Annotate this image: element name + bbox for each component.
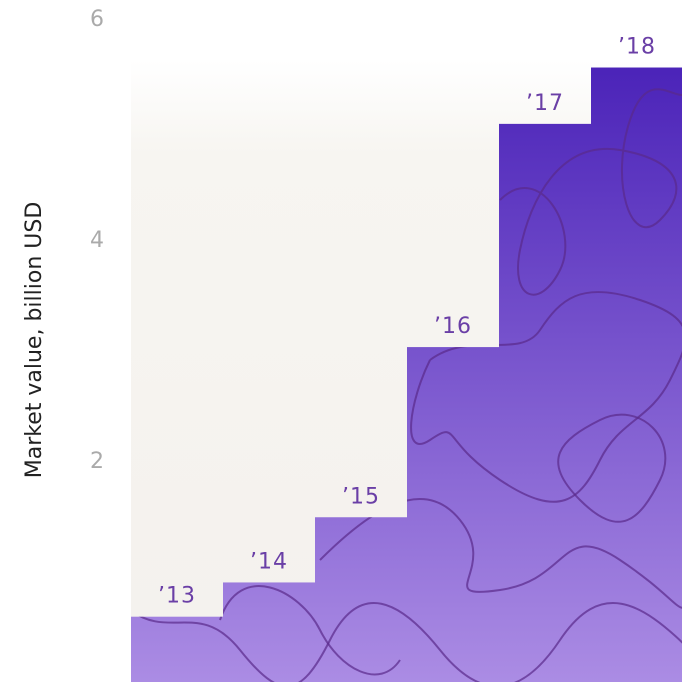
bar-label: ’15 [342,484,380,509]
bar [407,347,500,682]
y-tick-label: 4 [90,228,104,253]
bar-label: ’13 [158,584,196,609]
y-axis-label: Market value, billion USD [22,202,47,479]
bar [131,616,224,682]
bar [591,67,682,682]
bar-label: ’18 [618,35,656,60]
bar [315,517,408,682]
bar [223,582,316,682]
y-tick-label: 2 [90,449,104,474]
bar-label: ’14 [250,549,288,574]
y-tick-label: 6 [90,7,104,32]
bar-label: ’16 [434,314,472,339]
bar [499,123,592,682]
bar-label: ’17 [526,91,564,116]
decoration [131,88,682,682]
